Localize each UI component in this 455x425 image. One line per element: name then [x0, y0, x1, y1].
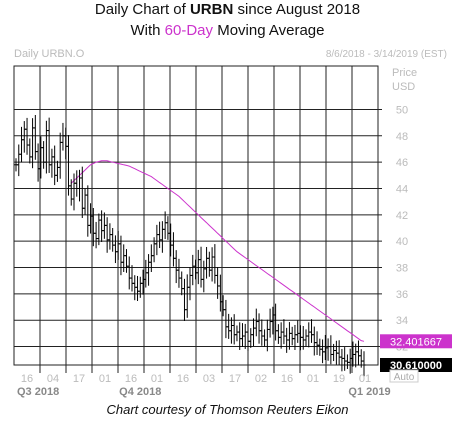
x-tick-label: 03: [203, 373, 215, 385]
chart-subtitle: With 60-Day Moving Average: [0, 22, 455, 39]
chart-background: [0, 44, 455, 400]
x-tick-label: 02: [255, 373, 267, 385]
moving-average-line: [70, 160, 365, 342]
y-tick-label: 48: [396, 131, 408, 143]
x-tick-label: 04: [47, 373, 59, 385]
x-tick-label: 16: [21, 373, 33, 385]
y-tick-label: 34: [396, 315, 408, 327]
x-tick-label: 19: [333, 373, 345, 385]
quarter-label: Q3 2018: [17, 386, 59, 398]
y-tick-label: 42: [396, 210, 408, 222]
x-tick-label: 16: [177, 373, 189, 385]
title-ticker: URBN: [189, 1, 234, 18]
x-tick-label: 01: [151, 373, 163, 385]
y-tick-label: 46: [396, 157, 408, 169]
y-tick-label: 36: [396, 289, 408, 301]
price-bars: [14, 114, 366, 377]
title-prefix: Daily Chart of: [94, 1, 190, 18]
subtitle-highlight: 60-Day: [164, 22, 214, 39]
auto-button: [389, 369, 419, 383]
grid: [13, 65, 382, 373]
price-value-label: 30.610000: [390, 360, 442, 372]
chart-title: Daily Chart of URBN since August 2018: [0, 1, 455, 18]
x-axis: 16 04 17 01 16 01 16 03 17 02 16 01 19 01 Q3 2018 Q4 20…: [17, 373, 391, 398]
auto-label: Auto: [394, 372, 415, 383]
x-tick-label: 01: [99, 373, 111, 385]
ma-value-tag: [380, 334, 452, 349]
subtitle-prefix: With: [130, 22, 165, 39]
price-chart: Daily URBN.O 8/6/2018 - 3/14/2019 (EST) …: [0, 44, 455, 400]
price-bar: [362, 351, 366, 377]
x-tick-label: 17: [73, 373, 85, 385]
y-tick-label: 38: [396, 263, 408, 275]
ma-value-label: 32.401667: [390, 336, 442, 348]
quarter-label: Q4 2018: [119, 386, 161, 398]
quarter-label: Q1 2019: [348, 386, 390, 398]
date-range-label: 8/6/2018 - 3/14/2019 (EST): [326, 49, 447, 60]
price-value-tag: [380, 358, 452, 372]
chart-caption: Chart courtesy of Thomson Reuters Eikon: [106, 402, 349, 417]
y-tick-label: 40: [396, 236, 408, 248]
symbol-label: Daily URBN.O: [14, 48, 85, 60]
title-suffix: since August 2018: [233, 1, 361, 18]
x-tick-label: 01: [359, 373, 371, 385]
subtitle-suffix: Moving Average: [213, 22, 325, 39]
y-tick-label: 50: [396, 104, 408, 116]
x-tick-label: 17: [229, 373, 241, 385]
y-axis-title: Price: [392, 67, 417, 79]
x-tick-label: 01: [307, 373, 319, 385]
x-tick-label: 16: [281, 373, 293, 385]
y-axis-unit: USD: [392, 81, 415, 93]
y-tick-label: 44: [396, 183, 408, 195]
moving-average-series: [70, 160, 365, 342]
x-tick-label: 16: [125, 373, 137, 385]
